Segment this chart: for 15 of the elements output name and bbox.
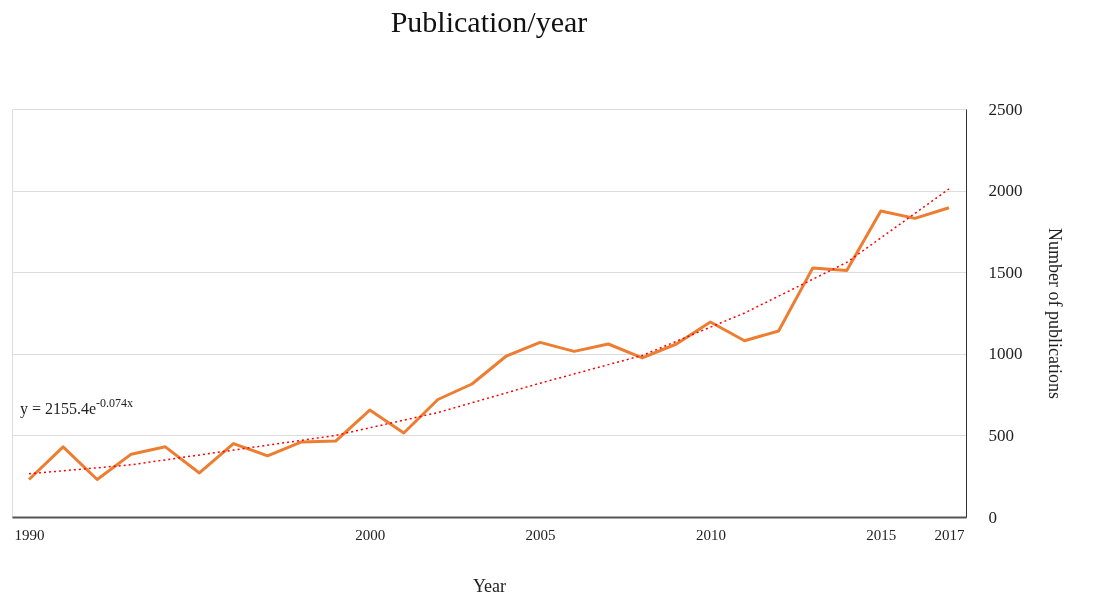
x-tick-label: 2000 (355, 526, 386, 543)
x-tick-label: 2015 (866, 526, 897, 543)
x-tick-label: 2017 (934, 526, 965, 543)
y-tick-label: 0 (988, 507, 997, 527)
x-tick-label: 2010 (695, 526, 726, 543)
x-tick-label: 2005 (525, 526, 556, 543)
chart-title: Publication/year (390, 5, 588, 38)
x-tick-label: 1990 (14, 526, 45, 543)
y-tick-label: 2000 (988, 181, 1023, 201)
y-axis-title: Number of publications (1044, 228, 1065, 399)
y-tick-label: 500 (988, 425, 1014, 445)
y-tick-label: 1500 (988, 262, 1023, 282)
y-tick-label: 2500 (988, 99, 1023, 119)
y-tick-label: 1000 (988, 344, 1023, 364)
x-axis-title: Year (472, 575, 507, 596)
